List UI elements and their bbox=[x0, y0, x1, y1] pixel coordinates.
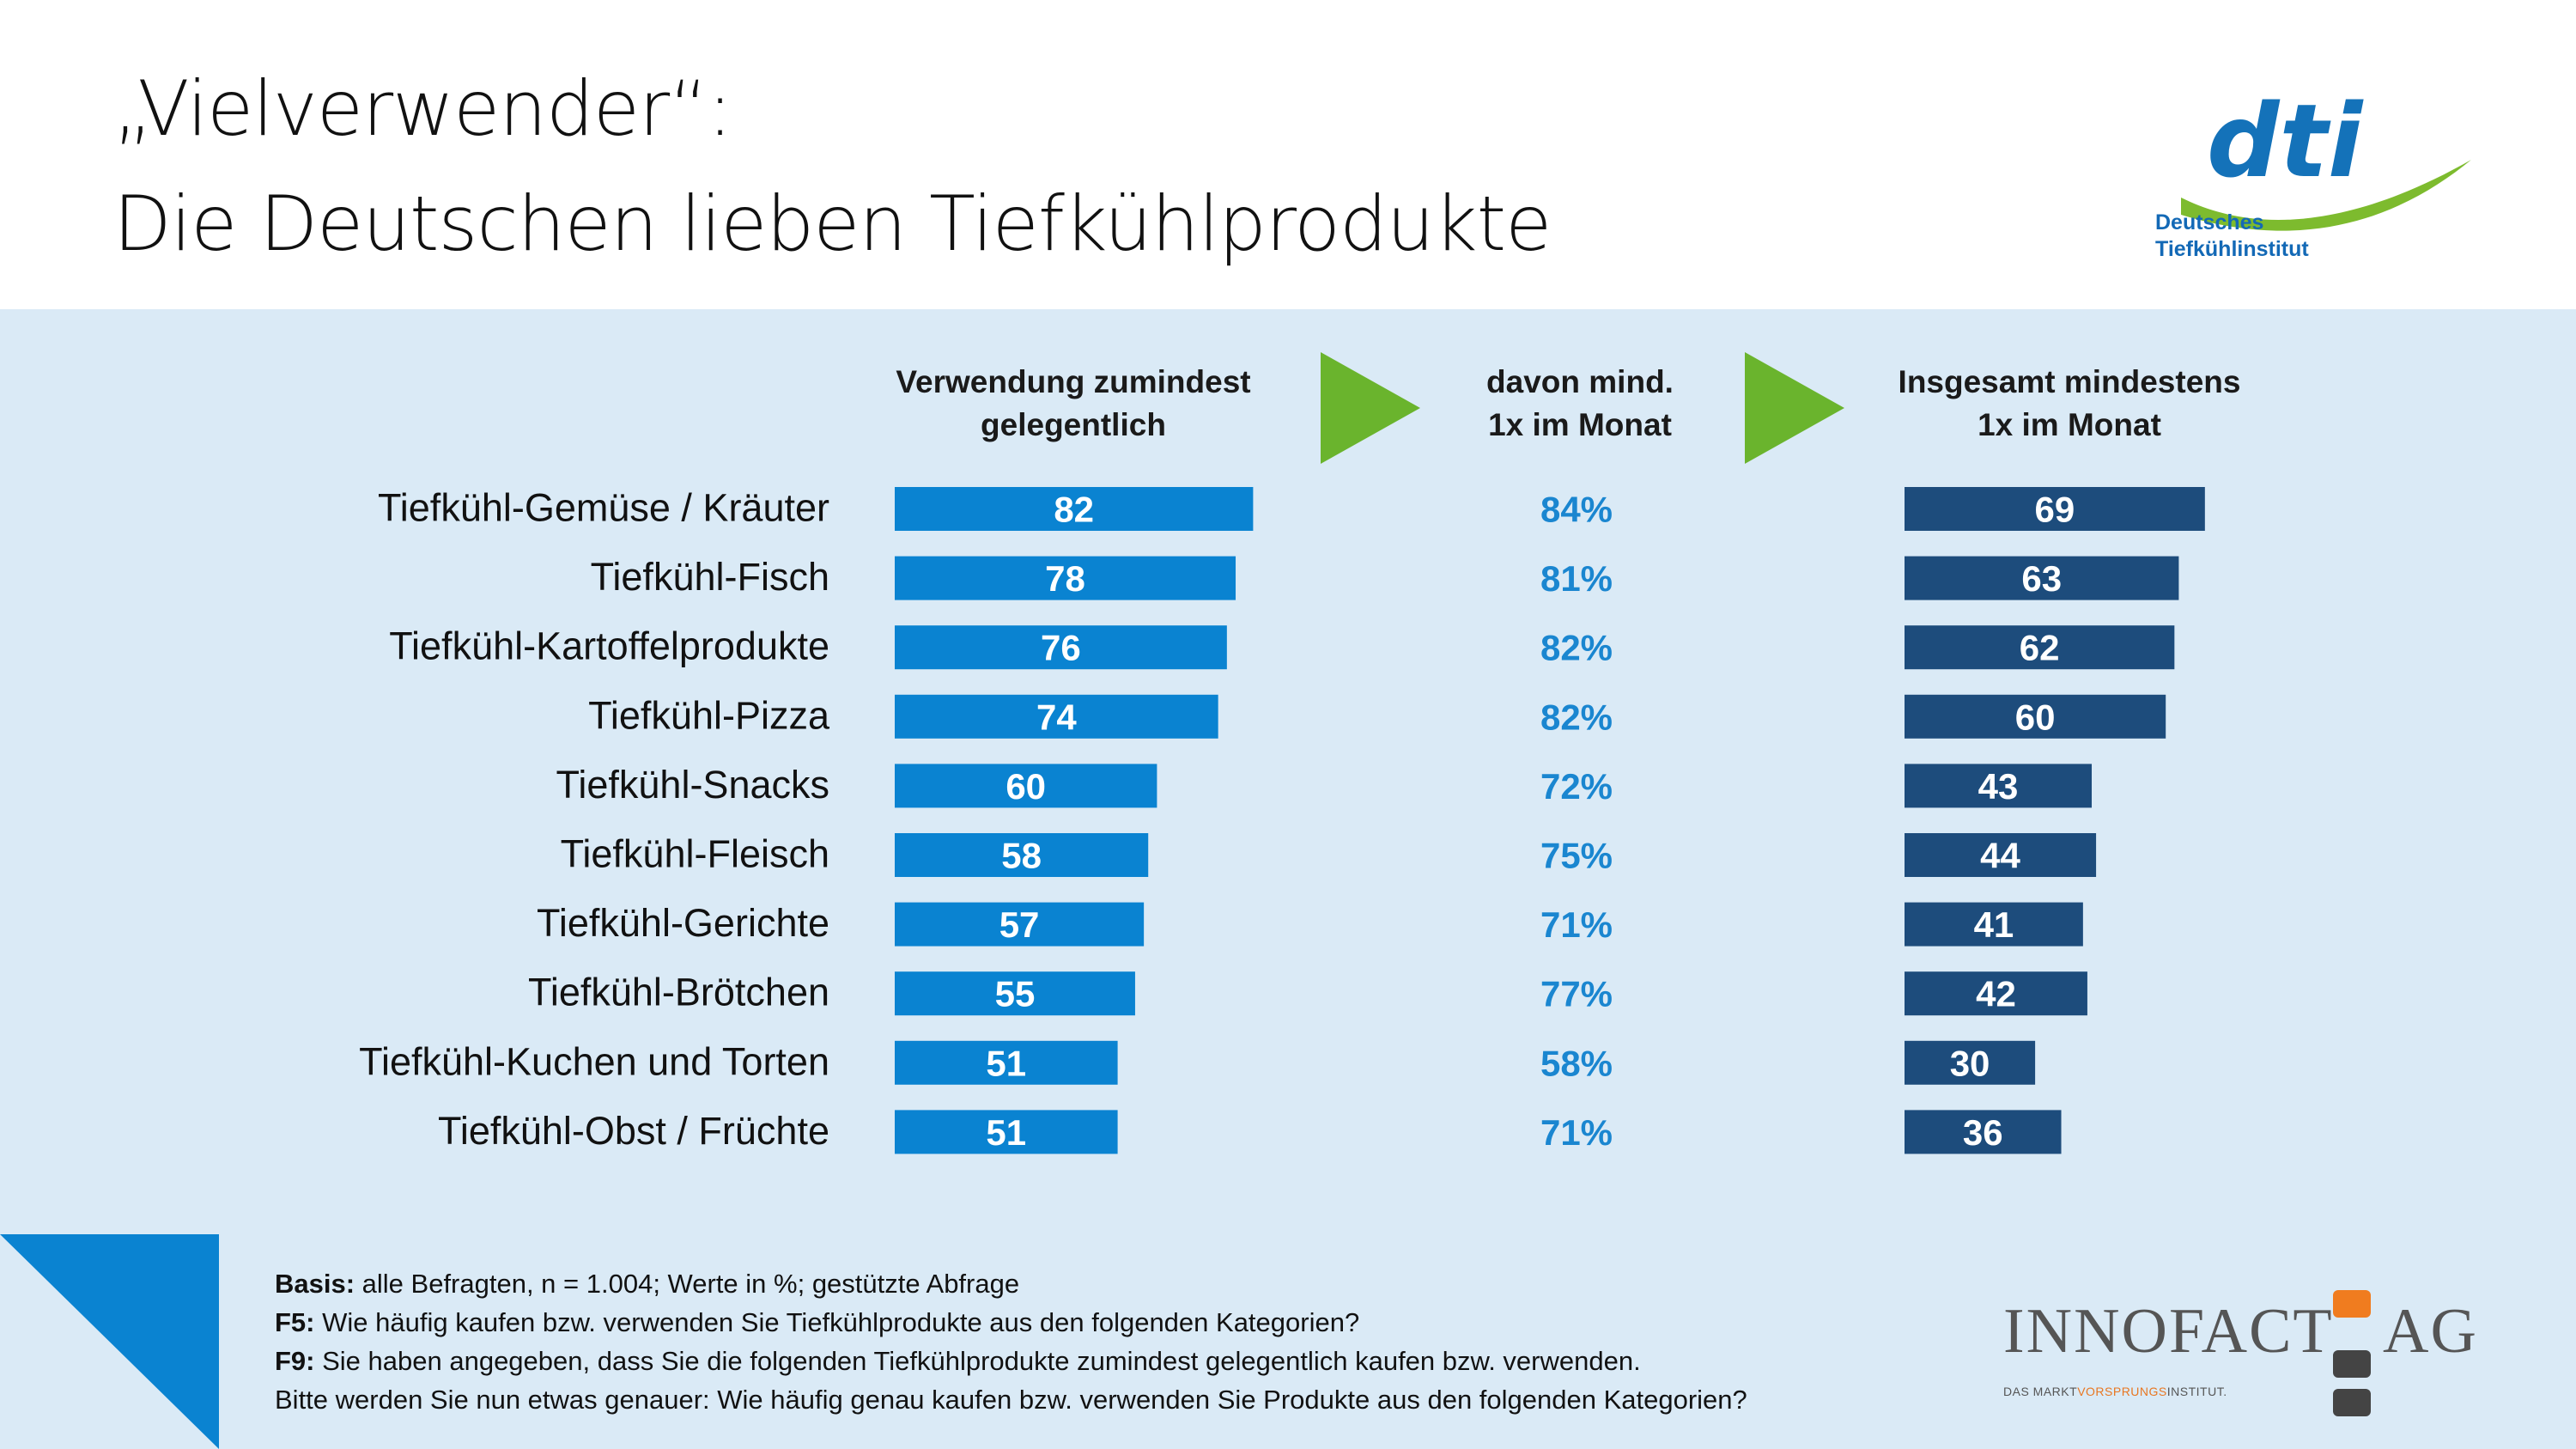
percent-monthly-share: 82% bbox=[1540, 628, 1613, 668]
data-label-monthly-total: 43 bbox=[1978, 766, 2019, 807]
corner-triangle bbox=[0, 1234, 219, 1449]
data-label-monthly-total: 42 bbox=[1976, 974, 2016, 1014]
percent-monthly-share: 84% bbox=[1540, 490, 1613, 530]
category-label: Tiefkühl-Fisch bbox=[591, 555, 829, 599]
data-label-usage: 51 bbox=[986, 1043, 1026, 1083]
footnote-f5: F5: Wie häufig kaufen bzw. verwenden Sie… bbox=[275, 1307, 1360, 1337]
logo-subtitle: Deutsches Tiefkühlinstitut bbox=[2155, 210, 2309, 263]
bar-usage bbox=[895, 971, 1135, 1016]
data-label-usage: 57 bbox=[999, 904, 1040, 945]
arrow-right-icon bbox=[1321, 352, 1420, 464]
bar-usage bbox=[895, 556, 1236, 600]
bar-usage bbox=[895, 1110, 1118, 1154]
category-label: Tiefkühl-Gerichte bbox=[537, 901, 829, 945]
bar-usage bbox=[895, 694, 1218, 739]
bar-monthly-total bbox=[1905, 971, 2087, 1016]
data-label-monthly-total: 41 bbox=[1974, 904, 2014, 945]
innofact-suffix: AG bbox=[2383, 1296, 2478, 1367]
innofact-squares-icon bbox=[2333, 1290, 2371, 1416]
bar-monthly-total bbox=[1905, 487, 2205, 531]
category-label: Tiefkühl-Obst / Früchte bbox=[438, 1109, 829, 1153]
bar-monthly-total bbox=[1905, 833, 2097, 877]
category-label: Tiefkühl-Gemüse / Kräuter bbox=[378, 486, 829, 530]
dti-logo: dti bbox=[2181, 86, 2471, 231]
data-label-monthly-total: 44 bbox=[1980, 836, 2020, 876]
category-label: Tiefkühl-Fleisch bbox=[561, 832, 829, 876]
footnote-basis: Basis: alle Befragten, n = 1.004; Werte … bbox=[275, 1269, 1020, 1299]
percent-monthly-share: 58% bbox=[1540, 1043, 1613, 1083]
logo-wordmark: dti bbox=[2207, 86, 2364, 200]
footnote-f9: F9: Sie haben angegeben, dass Sie die fo… bbox=[275, 1346, 1641, 1376]
category-label: Tiefkühl-Brötchen bbox=[528, 971, 829, 1014]
title-line-1: „Vielverwender“: bbox=[113, 64, 732, 153]
footnote-line-4: Bitte werden Sie nun etwas genauer: Wie … bbox=[275, 1385, 1747, 1415]
bar-usage bbox=[895, 1040, 1118, 1085]
data-label-usage: 76 bbox=[1041, 628, 1081, 668]
data-label-usage: 60 bbox=[1005, 766, 1046, 807]
percent-monthly-share: 75% bbox=[1540, 836, 1613, 876]
column-header-monthly-share: davon mind. 1x im Monat bbox=[1486, 364, 1674, 442]
bar-usage bbox=[895, 902, 1145, 947]
bar-monthly-total bbox=[1905, 694, 2166, 739]
data-label-usage: 82 bbox=[1054, 490, 1094, 530]
category-label: Tiefkühl-Kuchen und Torten bbox=[359, 1039, 829, 1083]
bar-monthly-total bbox=[1905, 1110, 2062, 1154]
data-label-monthly-total: 60 bbox=[2015, 697, 2056, 737]
category-label: Tiefkühl-Snacks bbox=[556, 763, 829, 807]
percent-monthly-share: 72% bbox=[1540, 766, 1613, 807]
bar-monthly-total bbox=[1905, 1040, 2036, 1085]
logo-swoosh bbox=[2181, 160, 2471, 231]
data-label-monthly-total: 63 bbox=[2021, 558, 2062, 599]
category-label: Tiefkühl-Kartoffelprodukte bbox=[389, 624, 829, 668]
title-line-2: Die Deutschen lieben Tiefkühlprodukte bbox=[113, 180, 1552, 268]
bar-monthly-total bbox=[1905, 764, 2093, 808]
logo-subtitle-line-2: Tiefkühlinstitut bbox=[2155, 237, 2309, 261]
page-title: „Vielverwender“: Die Deutschen lieben Ti… bbox=[113, 52, 1552, 282]
bar-monthly-total bbox=[1905, 625, 2175, 670]
arrow-right-icon bbox=[1745, 352, 1844, 464]
data-label-monthly-total: 36 bbox=[1963, 1112, 2003, 1153]
data-label-usage: 74 bbox=[1036, 697, 1077, 737]
data-label-monthly-total: 62 bbox=[2020, 628, 2060, 668]
percent-monthly-share: 82% bbox=[1540, 697, 1613, 737]
percent-monthly-share: 71% bbox=[1540, 904, 1613, 945]
bar-usage bbox=[895, 625, 1227, 670]
data-label-usage: 51 bbox=[986, 1112, 1026, 1153]
data-label-monthly-total: 69 bbox=[2035, 490, 2075, 530]
data-label-monthly-total: 30 bbox=[1950, 1043, 1990, 1083]
bar-usage bbox=[895, 487, 1254, 531]
innofact-name: INNOFACT bbox=[2003, 1296, 2334, 1367]
footnote: Basis: alle Befragten, n = 1.004; Werte … bbox=[275, 1264, 1747, 1419]
bar-usage bbox=[895, 764, 1157, 808]
category-label: Tiefkühl-Pizza bbox=[588, 693, 830, 737]
bar-monthly-total bbox=[1905, 556, 2179, 600]
bar-usage bbox=[895, 833, 1149, 877]
bar-monthly-total bbox=[1905, 902, 2083, 947]
percent-monthly-share: 71% bbox=[1540, 1112, 1613, 1153]
percent-monthly-share: 81% bbox=[1540, 558, 1613, 599]
percent-monthly-share: 77% bbox=[1540, 974, 1613, 1014]
logo-subtitle-line-1: Deutsches bbox=[2155, 210, 2264, 234]
column-header-usage: Verwendung zumindest gelegentlich bbox=[896, 364, 1251, 442]
data-label-usage: 58 bbox=[1001, 836, 1042, 876]
innofact-tagline: DAS MARKTVORSPRUNGSINSTITUT. bbox=[2003, 1385, 2227, 1398]
data-label-usage: 78 bbox=[1045, 558, 1085, 599]
data-label-usage: 55 bbox=[995, 974, 1036, 1014]
column-header-monthly-total: Insgesamt mindestens 1x im Monat bbox=[1898, 364, 2241, 442]
